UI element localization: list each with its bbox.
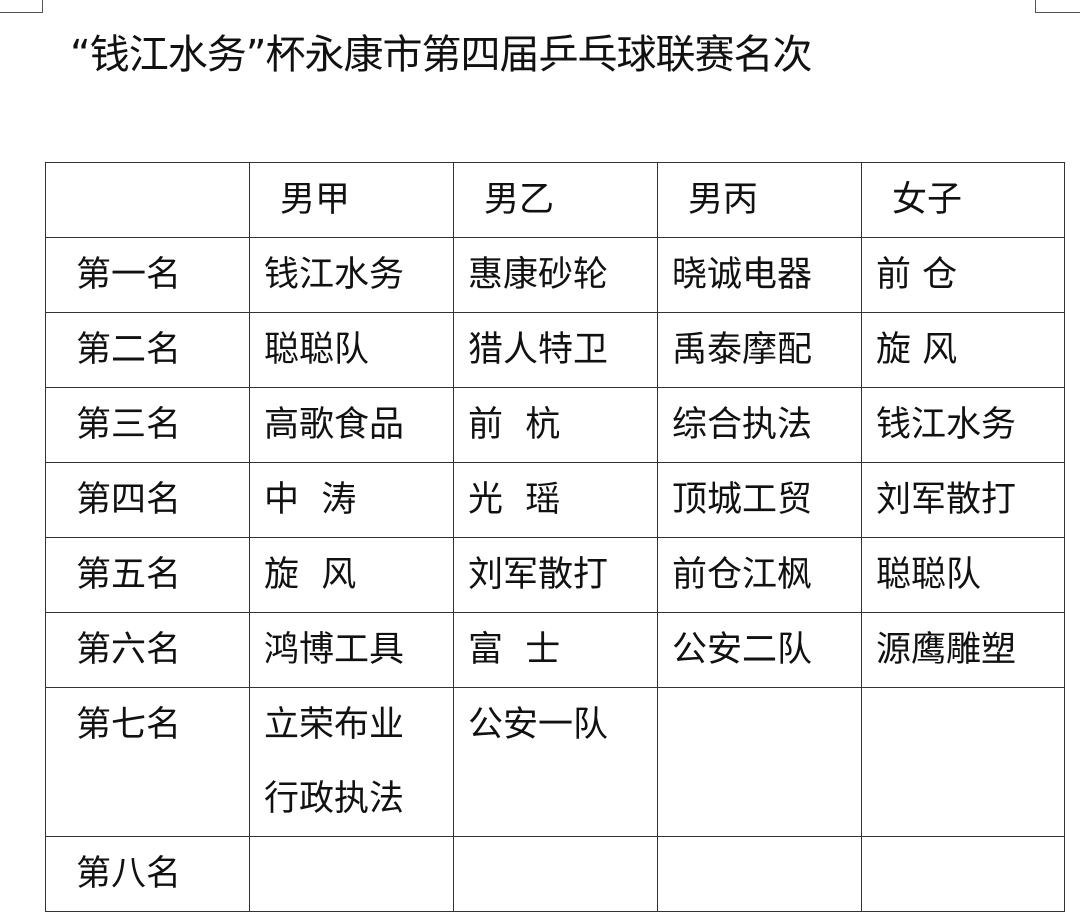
team-cell [861, 836, 1065, 912]
team-cell: 富 士 [453, 612, 658, 688]
team-name: 鸿博工具 [264, 630, 405, 670]
team-name: 前 杭 [468, 405, 561, 445]
header-cell: 男丙 [657, 162, 862, 238]
team-cell: 禹泰摩配 [657, 312, 862, 388]
team-cell: 旋 风 [249, 537, 454, 613]
team-cell: 鸿博工具 [249, 612, 454, 688]
team-cell: 钱江水务 [861, 387, 1065, 463]
team-name: 光 瑶 [468, 480, 561, 520]
team-cell: 惠康砂轮 [453, 237, 658, 313]
table-row: 第八名 [45, 836, 1065, 912]
team-cell: 前仓江枫 [657, 537, 862, 613]
team-name: 聪聪队 [264, 330, 370, 370]
rank-cell: 第五名 [45, 537, 250, 613]
team-name: 钱江水务 [264, 255, 405, 295]
rank-cell: 第四名 [45, 462, 250, 538]
rank-cell: 第七名 [45, 687, 250, 837]
team-cell [249, 836, 454, 912]
team-cell: 刘军散打 [861, 462, 1065, 538]
team-name: 前 仓 [876, 255, 958, 295]
table-row: 第五名旋 风 刘军散打 前仓江枫 聪聪队 [45, 537, 1065, 613]
table-row: 第二名 聪聪队 猎人特卫 禹泰摩配 旋 风 [45, 312, 1065, 388]
team-name: 禹泰摩配 [672, 330, 813, 370]
team-cell: 晓诚电器 [657, 237, 862, 313]
team-name: 惠康砂轮 [468, 255, 609, 295]
document-title: “钱江水务”杯永康市第四届乒乓球联赛名次 [70, 32, 812, 78]
page-corner-mark-right [1035, 0, 1080, 13]
team-cell: 前 仓 [861, 237, 1065, 313]
team-cell [861, 687, 1065, 837]
team-cell: 公安一队 [453, 687, 658, 837]
rank-cell: 第三名 [45, 387, 250, 463]
team-name: 中 涛 [264, 480, 357, 520]
team-cell: 顶城工贸 [657, 462, 862, 538]
team-name: 源鹰雕塑 [876, 630, 1017, 670]
team-cell: 源鹰雕塑 [861, 612, 1065, 688]
team-name: 猎人特卫 [468, 330, 609, 370]
team-name: 立荣布业 [264, 705, 405, 745]
team-cell: 旋 风 [861, 312, 1065, 388]
team-cell: 公安二队 [657, 612, 862, 688]
team-name: 富 士 [468, 630, 561, 670]
team-name: 综合执法 [672, 405, 813, 445]
team-cell: 光 瑶 [453, 462, 658, 538]
team-name: 公安一队 [468, 705, 609, 745]
team-name: 旋 风 [264, 555, 357, 595]
team-cell: 中 涛 [249, 462, 454, 538]
header-cell: 男甲 [249, 162, 454, 238]
team-cell: 刘军散打 [453, 537, 658, 613]
team-cell: 立荣布业 行政执法 [249, 687, 454, 837]
table-row: 第七名 立荣布业 行政执法 公安一队 [45, 687, 1065, 837]
team-cell: 钱江水务 [249, 237, 454, 313]
team-name: 旋 风 [876, 330, 958, 370]
team-name: 顶城工贸 [672, 480, 813, 520]
header-cell: 女子 [861, 162, 1065, 238]
ranking-table: 男甲 男乙 男丙 女子 第一名 钱江水务 惠康砂轮 晓诚电器前 仓第二名 聪聪队 猎人特卫… [45, 162, 1065, 912]
team-cell [453, 836, 658, 912]
team-name: 公安二队 [672, 630, 813, 670]
table-row: 第六名 鸿博工具 富 士 公安二队 源鹰雕塑 [45, 612, 1065, 688]
team-name: 刘军散打 [876, 480, 1017, 520]
rank-cell: 第二名 [45, 312, 250, 388]
header-cell [45, 162, 250, 238]
header-cell: 男乙 [453, 162, 658, 238]
rank-cell: 第六名 [45, 612, 250, 688]
team-name: 刘军散打 [468, 555, 609, 595]
team-cell: 前 杭 [453, 387, 658, 463]
team-name: 前仓江枫 [672, 555, 813, 595]
team-name: 晓诚电器 [672, 255, 813, 295]
team-cell: 聪聪队 [861, 537, 1065, 613]
team-name: 行政执法 [264, 779, 405, 819]
team-name: 聪聪队 [876, 555, 982, 595]
table-row: 第三名 高歌食品 前 杭 综合执法 钱江水务 [45, 387, 1065, 463]
rank-cell: 第八名 [45, 836, 250, 912]
page-corner-mark-left [0, 0, 43, 13]
rank-cell: 第一名 [45, 237, 250, 313]
team-cell: 聪聪队 [249, 312, 454, 388]
table-row: 第一名 钱江水务 惠康砂轮 晓诚电器 前 仓 [45, 237, 1065, 313]
team-cell: 猎人特卫 [453, 312, 658, 388]
team-cell: 综合执法 [657, 387, 862, 463]
team-cell: 高歌食品 [249, 387, 454, 463]
table-row: 第四名中 涛 光 瑶 顶城工贸 刘军散打 [45, 462, 1065, 538]
team-cell [657, 836, 862, 912]
team-name: 高歌食品 [264, 405, 405, 445]
table-header-row: 男甲 男乙 男丙 女子 [45, 162, 1065, 238]
team-name: 钱江水务 [876, 405, 1017, 445]
team-cell [657, 687, 862, 837]
